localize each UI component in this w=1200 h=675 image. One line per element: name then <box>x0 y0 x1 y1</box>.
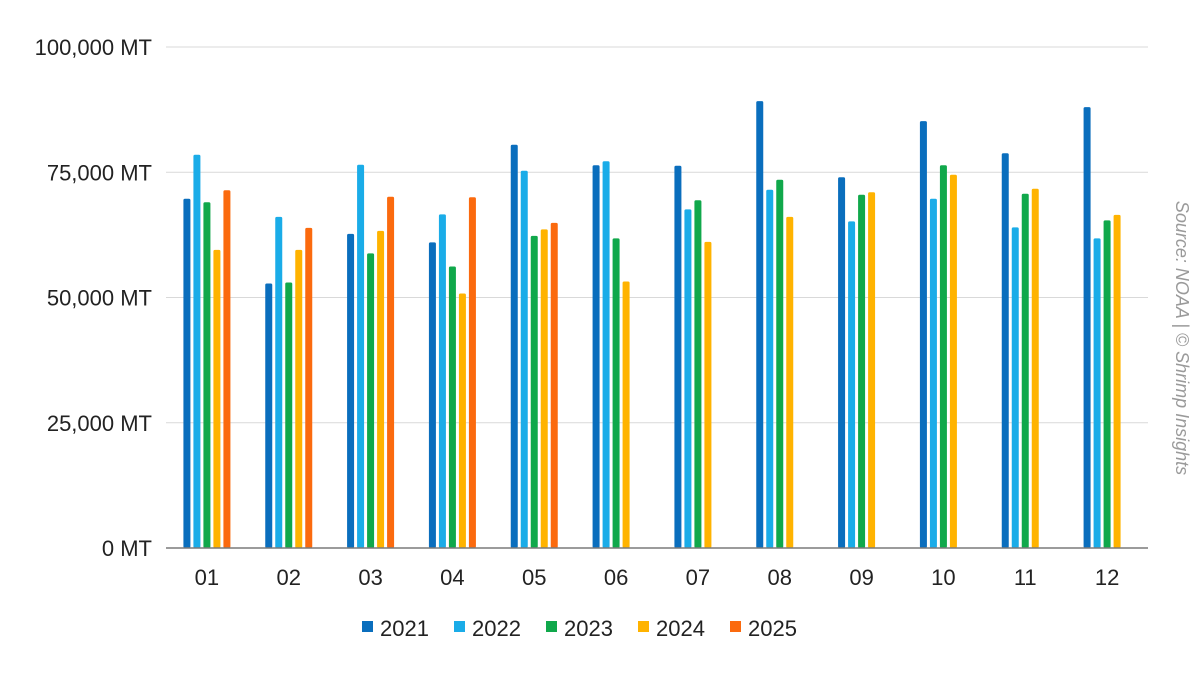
bar-2025-05 <box>550 222 558 548</box>
bar-2022-07 <box>684 209 692 548</box>
x-tick-label: 11 <box>1014 565 1037 590</box>
bar-2022-03 <box>357 164 365 549</box>
bar-2023-06 <box>612 238 620 548</box>
legend-label-2022: 2022 <box>472 616 521 641</box>
legend-swatch-2024 <box>638 621 649 632</box>
x-tick-label: 10 <box>931 565 955 590</box>
x-tick-label: 06 <box>604 565 628 590</box>
bar-2025-03 <box>387 196 395 548</box>
x-tick-label: 05 <box>522 565 546 590</box>
legend-swatch-2025 <box>730 621 741 632</box>
bar-2022-06 <box>602 161 610 548</box>
bar-2021-04 <box>428 242 436 548</box>
bar-2021-11 <box>1001 153 1009 548</box>
bar-2022-08 <box>766 189 774 548</box>
bar-2024-03 <box>377 230 385 548</box>
bar-2023-09 <box>858 194 866 549</box>
x-tick-label: 12 <box>1095 565 1119 590</box>
legend-label-2025: 2025 <box>748 616 797 641</box>
source-annotation: Source: NOAA | © Shrimp Insights <box>1172 201 1192 475</box>
legend-swatch-2023 <box>546 621 557 632</box>
legend-label-2023: 2023 <box>564 616 613 641</box>
bar-2021-10 <box>919 121 927 548</box>
bar-2023-03 <box>367 253 375 549</box>
legend-label-2021: 2021 <box>380 616 429 641</box>
y-tick-label: 25,000 MT <box>47 411 152 436</box>
bar-2021-03 <box>347 233 355 549</box>
x-tick-label: 03 <box>358 565 382 590</box>
bar-2023-05 <box>530 235 538 548</box>
legend-swatch-2021 <box>362 621 373 632</box>
bar-2024-07 <box>704 241 712 548</box>
y-tick-label: 50,000 MT <box>47 286 152 311</box>
bar-2023-11 <box>1021 193 1029 548</box>
bar-2022-09 <box>848 221 856 548</box>
x-axis-tick-labels: 01 02 03 04 05 06 07 08 09 10 11 12 <box>195 565 1120 590</box>
bar-2023-10 <box>939 165 947 548</box>
bar-2021-02 <box>265 283 273 548</box>
bar-2024-04 <box>458 293 466 548</box>
bar-2021-09 <box>838 177 846 548</box>
legend-swatch-2022 <box>454 621 465 632</box>
bar-2024-12 <box>1113 214 1121 548</box>
legend-label-2024: 2024 <box>656 616 705 641</box>
bar-2025-04 <box>468 197 476 549</box>
bar-2023-08 <box>776 179 784 548</box>
bar-2021-01 <box>183 198 191 549</box>
x-tick-label: 04 <box>440 565 464 590</box>
bar-2022-05 <box>520 170 528 548</box>
gridlines <box>166 46 1148 424</box>
bar-2022-02 <box>275 216 283 549</box>
bar-2021-05 <box>510 144 518 548</box>
legend: 2021 2022 2023 2024 2025 <box>362 616 797 641</box>
bar-2021-07 <box>674 165 682 548</box>
bar-2023-04 <box>448 266 456 548</box>
bar-2023-12 <box>1103 220 1111 548</box>
bar-2022-10 <box>929 198 937 549</box>
y-tick-label: 100,000 MT <box>35 35 152 60</box>
bar-2024-02 <box>295 249 303 548</box>
bar-2021-08 <box>756 101 764 548</box>
bar-2023-07 <box>694 200 702 548</box>
bar-2023-01 <box>203 202 211 548</box>
x-tick-label: 07 <box>686 565 710 590</box>
bar-2022-11 <box>1011 227 1019 549</box>
bar-2022-01 <box>193 154 201 548</box>
x-tick-label: 09 <box>849 565 873 590</box>
bar-2024-06 <box>622 281 630 548</box>
bar-2024-08 <box>786 216 794 549</box>
bar-2024-10 <box>949 174 957 548</box>
bar-2024-09 <box>868 192 876 549</box>
bar-2021-06 <box>592 165 600 548</box>
y-axis-tick-labels: 0 MT 25,000 MT 50,000 MT 75,000 MT 100,000 M… <box>35 35 152 561</box>
bar-2022-04 <box>438 214 446 549</box>
bars <box>183 101 1121 549</box>
y-tick-label: 75,000 MT <box>47 160 152 185</box>
bar-2025-02 <box>305 227 313 548</box>
x-tick-label: 02 <box>277 565 301 590</box>
bar-2023-02 <box>285 282 293 548</box>
bar-2021-12 <box>1083 107 1091 549</box>
bar-2025-01 <box>223 190 231 548</box>
x-tick-label: 01 <box>195 565 219 590</box>
bar-2024-05 <box>540 229 548 548</box>
y-tick-label: 0 MT <box>102 536 152 561</box>
x-tick-label: 08 <box>768 565 792 590</box>
bar-2024-11 <box>1031 188 1039 548</box>
bar-2022-12 <box>1093 238 1101 548</box>
bar-2024-01 <box>213 249 221 548</box>
